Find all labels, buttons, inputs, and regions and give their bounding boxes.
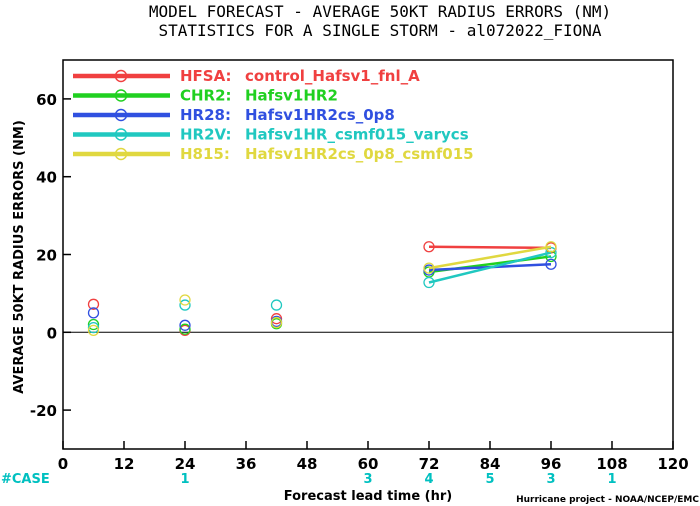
- series: [87, 241, 557, 337]
- x-axis: 0 12 24 36 48 60 72 84 96 108 120: [58, 441, 689, 473]
- case-count: 5: [485, 472, 494, 487]
- data-point: [270, 316, 283, 329]
- data-point: [179, 294, 191, 306]
- x-tick-label: 36: [236, 455, 257, 473]
- y-tick-label: -20: [30, 402, 57, 420]
- case-count: 3: [363, 472, 372, 487]
- data-point: [87, 298, 100, 310]
- series: [87, 246, 557, 334]
- series-line: [428, 245, 552, 250]
- chart-title: MODEL FORECAST - AVERAGE 50KT RADIUS ERR…: [149, 2, 611, 21]
- legend-series-desc: Hafsv1HR_csmf015_varycs: [245, 126, 469, 144]
- y-axis: -20 0 20 40 60: [30, 91, 71, 420]
- data-point: [179, 323, 191, 335]
- x-tick-label: 0: [58, 455, 68, 473]
- legend-marker: [114, 147, 128, 161]
- series: [87, 250, 557, 335]
- data-point: [423, 241, 435, 253]
- x-tick-label: 60: [358, 455, 379, 473]
- case-row: #CASE 1 3 4 5 3 1: [1, 472, 617, 487]
- legend-marker: [114, 89, 128, 102]
- series-line: [428, 251, 552, 284]
- y-tick-label: 60: [36, 91, 57, 109]
- data-point: [270, 313, 283, 325]
- data-point: [87, 318, 100, 331]
- data-point: [87, 324, 100, 337]
- data-point: [87, 321, 100, 334]
- y-tick-label: 0: [47, 324, 57, 342]
- data-point: [545, 258, 557, 270]
- x-tick-label: 108: [596, 455, 627, 473]
- series-layer: [87, 241, 557, 337]
- legend-series-name: CHR2:: [180, 87, 232, 105]
- data-point: [423, 262, 435, 274]
- data-point: [87, 307, 100, 319]
- x-tick-label: 84: [480, 455, 501, 473]
- legend-series-desc: Hafsv1HR2: [245, 87, 338, 105]
- legend-series-name: HFSA:: [180, 67, 232, 85]
- x-tick-label: 120: [657, 455, 688, 473]
- series: [87, 258, 557, 331]
- legend-series-name: H815:: [180, 145, 230, 163]
- case-count: 4: [424, 472, 433, 487]
- y-tick-label: 40: [36, 169, 57, 187]
- series: [87, 241, 557, 337]
- x-tick-label: 72: [419, 455, 440, 473]
- x-axis-label: Forecast lead time (hr): [284, 489, 452, 504]
- series-line: [428, 245, 552, 270]
- x-tick-label: 24: [175, 455, 196, 473]
- legend-marker: [114, 128, 128, 141]
- legend-series-desc: Hafsv1HR2cs_0p8: [245, 106, 395, 124]
- case-count: 1: [180, 472, 189, 487]
- case-count: 1: [607, 472, 616, 487]
- y-tick-label: 20: [36, 247, 57, 265]
- data-point: [423, 276, 435, 289]
- case-count: 3: [546, 472, 555, 487]
- credit-text: Hurricane project - NOAA/NCEP/EMC: [516, 495, 699, 505]
- x-tick-label: 12: [114, 455, 135, 473]
- data-point: [179, 319, 191, 331]
- y-axis-label: AVERAGE 50KT RADIUS ERRORS (NM): [12, 120, 27, 394]
- data-point: [179, 299, 191, 311]
- legend-series-name: HR2V:: [180, 126, 231, 144]
- chart-subtitle: STATISTICS FOR A SINGLE STORM - al072022…: [158, 21, 601, 40]
- x-tick-label: 48: [297, 455, 318, 473]
- plot-frame: [62, 59, 674, 450]
- legend-series-desc: control_Hafsv1_fnl_A: [245, 67, 420, 85]
- legend-marker: [114, 108, 128, 122]
- legend-marker: [114, 69, 128, 83]
- legend-series-desc: Hafsv1HR2cs_0p8_csmf015: [245, 145, 474, 163]
- case-row-label: #CASE: [1, 472, 50, 487]
- data-point: [270, 299, 283, 311]
- data-point: [545, 241, 557, 253]
- x-tick-label: 96: [541, 455, 562, 473]
- legend-series-name: HR28:: [180, 106, 231, 124]
